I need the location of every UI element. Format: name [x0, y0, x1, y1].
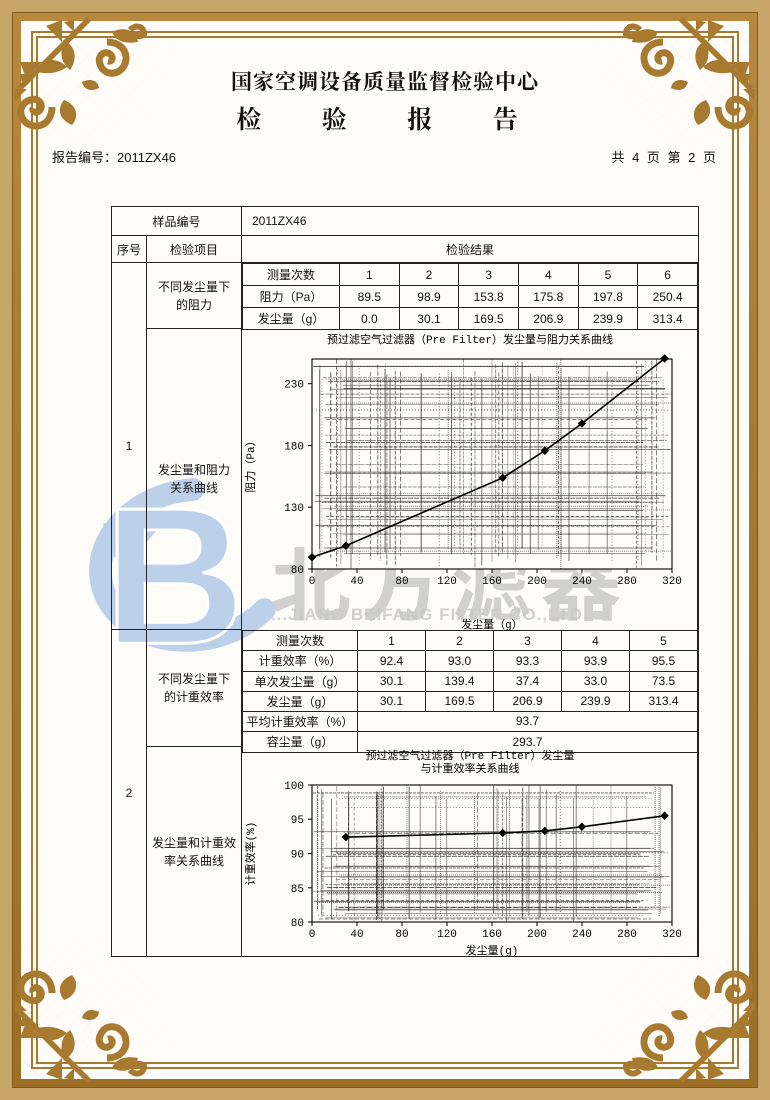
svg-text:0: 0 [309, 576, 316, 588]
svg-text:230: 230 [284, 380, 304, 392]
svg-text:80: 80 [395, 576, 408, 588]
svg-text:320: 320 [662, 576, 682, 588]
svg-text:240: 240 [572, 576, 592, 588]
svg-text:200: 200 [527, 929, 547, 941]
svg-text:240: 240 [572, 929, 592, 941]
svg-text:85: 85 [291, 884, 304, 896]
svg-text:120: 120 [437, 929, 457, 941]
svg-text:计重效率(%): 计重效率(%) [243, 822, 258, 886]
svg-text:80: 80 [395, 929, 408, 941]
svg-text:发尘量（g）: 发尘量（g） [461, 617, 523, 630]
svg-text:100: 100 [284, 781, 304, 793]
svg-text:280: 280 [617, 576, 637, 588]
svg-text:预过滤空气过滤器（Pre Filter）发尘量与阻力关系曲线: 预过滤空气过滤器（Pre Filter）发尘量与阻力关系曲线 [327, 332, 613, 347]
svg-text:40: 40 [350, 929, 363, 941]
svg-text:0: 0 [309, 929, 316, 941]
svg-text:90: 90 [291, 850, 304, 862]
svg-text:320: 320 [662, 929, 682, 941]
svg-text:280: 280 [617, 929, 637, 941]
svg-text:160: 160 [482, 929, 502, 941]
svg-text:与计重效率关系曲线: 与计重效率关系曲线 [421, 761, 520, 776]
svg-text:80: 80 [291, 565, 304, 577]
svg-text:130: 130 [284, 503, 304, 515]
svg-text:发尘量(g): 发尘量(g) [466, 943, 519, 956]
svg-text:120: 120 [437, 576, 457, 588]
svg-text:180: 180 [284, 442, 304, 454]
svg-text:200: 200 [527, 576, 547, 588]
svg-text:预过滤空气过滤器（Pre Filter）发尘量: 预过滤空气过滤器（Pre Filter）发尘量 [365, 748, 574, 763]
svg-text:160: 160 [482, 576, 502, 588]
svg-text:95: 95 [291, 815, 304, 827]
svg-text:40: 40 [350, 576, 363, 588]
svg-text:80: 80 [291, 918, 304, 930]
svg-text:阻力（Pa）: 阻力（Pa） [244, 435, 258, 492]
